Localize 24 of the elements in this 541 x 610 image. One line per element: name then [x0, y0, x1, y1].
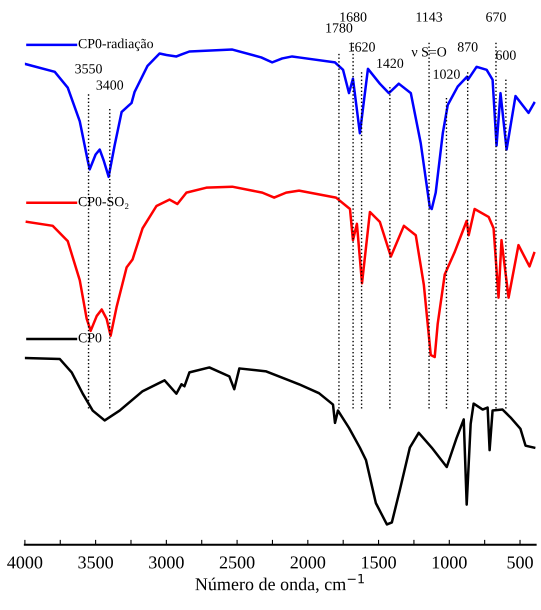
x-tick-label: 1000	[432, 556, 467, 569]
x-tick-label: 2000	[290, 556, 326, 569]
x-axis-title: Número de onda, cm$^{−1}$	[195, 574, 364, 593]
legend-label: CP0-radiação	[78, 38, 154, 52]
ref-line-label: 1680	[340, 12, 366, 22]
ref-line-label: 3550	[75, 64, 102, 74]
legend-label: CP0-SO₂	[78, 196, 128, 209]
x-tick-label: 2500	[220, 556, 254, 569]
ref-line-label: 670	[486, 12, 506, 22]
ref-line-label: 1780	[326, 23, 352, 33]
annotation: ν S=O	[411, 47, 446, 57]
ref-line-label: 1020	[434, 70, 460, 79]
ref-line-label: 600	[496, 50, 516, 60]
x-tick-label: 3000	[149, 556, 184, 569]
ref-line-label: 1620	[348, 42, 375, 52]
ref-line-label: 870	[458, 42, 478, 52]
x-tick-label: 500	[508, 556, 533, 569]
x-tick-label: 3500	[78, 556, 113, 569]
ref-line-label: 1420	[377, 58, 404, 68]
ref-line-label: 1143	[416, 12, 442, 22]
x-tick-label: 1500	[362, 556, 396, 569]
legend-label: CP0	[78, 333, 102, 342]
x-tick-label: 4000	[7, 556, 42, 569]
ref-line-label: 3400	[96, 80, 124, 90]
